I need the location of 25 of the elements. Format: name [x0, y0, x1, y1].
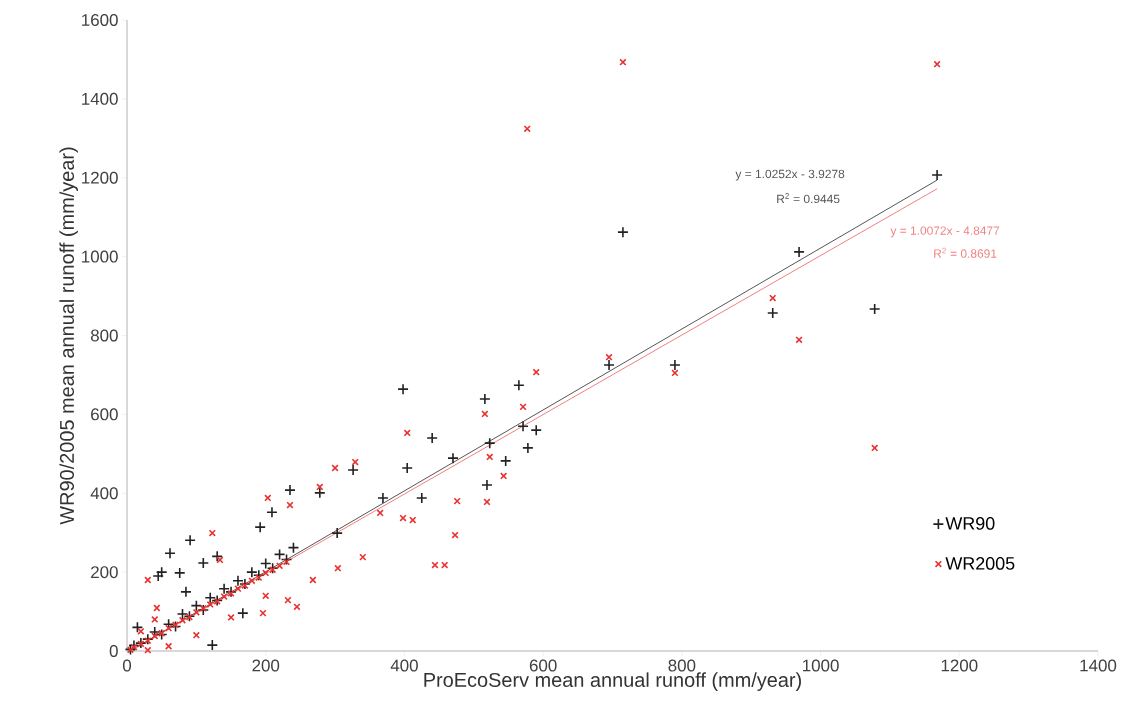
- y-tick-label: 1200: [82, 171, 118, 184]
- annotation: R$^{2}$ = 0.9445: [777, 193, 840, 204]
- y-tick-label: 1000: [82, 250, 118, 263]
- x-tick-label: 1200: [941, 659, 978, 672]
- x-axis-title: ProEcoServ mean annual runoff (mm/year): [424, 672, 801, 691]
- x-tick-label: 1000: [803, 659, 839, 672]
- annotation: y = 1.0072x - 4.8477: [890, 226, 1000, 238]
- y-tick-label: 200: [91, 566, 118, 579]
- y-tick-label: 400: [90, 487, 118, 500]
- x-tick-label: 600: [529, 659, 557, 672]
- x-tick-label: 800: [668, 659, 696, 672]
- y-tick-label: 1400: [82, 92, 118, 105]
- y-tick-label: 0: [109, 645, 118, 657]
- y-tick-label: 1600: [82, 13, 118, 26]
- legend-label: WR2005: [945, 557, 1015, 570]
- annotation: y = 1.0252x - 3.9278: [735, 169, 845, 181]
- y-tick-label: 600: [91, 408, 118, 421]
- y-axis-title: WR90/2005 mean annual runoff (mm/year): [59, 147, 78, 525]
- annotation: R$^{2}$ = 0.8691: [934, 247, 997, 258]
- x-tick-label: 1400: [1080, 659, 1117, 672]
- y-tick-label: 800: [90, 329, 118, 342]
- x-tick-label: 0: [122, 659, 132, 672]
- legend-label: WR90: [945, 517, 995, 530]
- x-tick-label: 200: [252, 659, 280, 672]
- x-tick-label: 400: [390, 659, 418, 672]
